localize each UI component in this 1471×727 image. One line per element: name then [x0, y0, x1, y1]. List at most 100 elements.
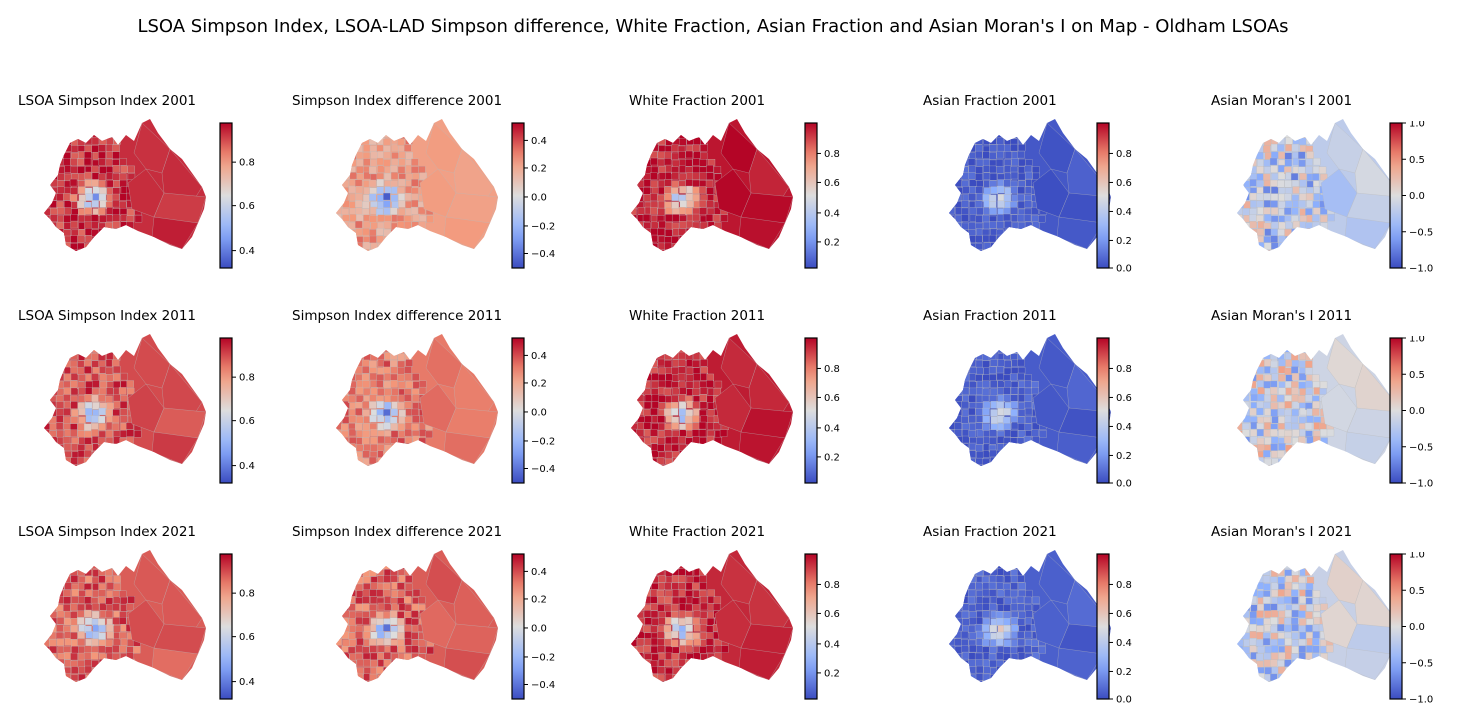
lsoa-cell — [1264, 610, 1272, 618]
lsoa-cell — [1003, 423, 1011, 431]
lsoa-cell — [1256, 575, 1264, 583]
lsoa-cell — [664, 236, 672, 244]
lsoa-cell — [1243, 150, 1251, 159]
lsoa-cell — [355, 583, 363, 592]
colorbar-tick-label: 0.6 — [239, 632, 255, 643]
colorbar-gradient — [804, 337, 818, 484]
lsoa-cell — [976, 616, 984, 625]
lsoa-cell — [1285, 359, 1293, 367]
lsoa-cell — [91, 465, 100, 466]
lsoa-cell — [390, 366, 398, 375]
lsoa-cell — [126, 221, 134, 230]
lsoa-cell — [1291, 451, 1300, 459]
lsoa-cell — [1243, 451, 1251, 460]
lsoa-cell — [1237, 359, 1243, 368]
lsoa-cell — [376, 346, 384, 354]
lsoa-cell — [631, 408, 637, 416]
lsoa-cell — [692, 338, 700, 346]
lsoa-cell — [962, 422, 970, 431]
lsoa-cell — [84, 215, 92, 223]
lsoa-cell — [411, 158, 419, 166]
lsoa-cell — [1278, 242, 1286, 250]
lsoa-cell — [651, 465, 659, 466]
lsoa-cell — [1298, 449, 1306, 458]
lsoa-cell — [368, 346, 377, 354]
lsoa-cell — [636, 359, 645, 367]
lsoa-cell — [44, 123, 52, 131]
lsoa-cell — [98, 144, 106, 152]
lsoa-cell — [1237, 380, 1244, 388]
lsoa-cell — [651, 124, 659, 132]
lsoa-cell — [949, 123, 955, 131]
lsoa-cell — [650, 666, 659, 674]
lsoa-cell — [1003, 159, 1012, 167]
lsoa-cell — [1243, 653, 1251, 661]
lsoa-cell — [356, 339, 364, 347]
lsoa-cell — [693, 352, 701, 360]
lsoa-cell — [112, 450, 120, 458]
lsoa-cell — [112, 214, 120, 222]
lsoa-cell — [1277, 464, 1285, 466]
lsoa-cell — [657, 674, 665, 682]
lsoa-cell — [126, 208, 135, 217]
lsoa-cell — [982, 380, 990, 388]
lsoa-cell — [631, 250, 637, 251]
colorbar-tick-label: 1.0 — [1409, 336, 1425, 345]
lsoa-cell — [63, 394, 71, 402]
colorbar-tick-label: 0.4 — [239, 461, 255, 472]
lsoa-cell — [671, 560, 679, 569]
lsoa-cell — [665, 590, 673, 598]
lsoa-cell — [1263, 166, 1272, 174]
lsoa-cell — [369, 401, 377, 409]
lsoa-cell — [384, 631, 392, 640]
lsoa-cell — [1284, 609, 1293, 618]
lsoa-cell — [363, 220, 371, 229]
lsoa-cell — [1305, 660, 1313, 668]
lsoa-cell — [671, 171, 679, 180]
lsoa-cell — [1313, 157, 1321, 166]
lsoa-cell — [658, 402, 666, 410]
lsoa-cell — [405, 667, 413, 675]
lsoa-cell — [1010, 143, 1018, 152]
lsoa-cell — [1237, 666, 1244, 674]
lsoa-cell — [996, 597, 1004, 606]
lsoa-cell — [1004, 575, 1012, 583]
lsoa-cell — [397, 554, 405, 562]
lsoa-cell — [56, 401, 64, 409]
lsoa-cell — [126, 603, 134, 611]
lsoa-cell — [1010, 130, 1018, 139]
lsoa-cell — [693, 381, 701, 389]
lsoa-cell — [1237, 402, 1244, 410]
lsoa-cell — [1284, 624, 1292, 633]
lsoa-cell — [97, 645, 106, 654]
lsoa-cell — [1327, 213, 1335, 222]
colorbar-tick-label: 0.4 — [824, 208, 840, 219]
lsoa-cell — [1284, 367, 1292, 376]
lsoa-cell — [1285, 236, 1293, 244]
lsoa-cell — [70, 611, 78, 619]
lsoa-cell — [410, 207, 419, 215]
lsoa-cell — [376, 680, 384, 682]
lsoa-cell — [657, 151, 665, 159]
lsoa-cell — [644, 159, 652, 167]
lsoa-cell — [1031, 429, 1039, 437]
lsoa-cell — [348, 451, 356, 460]
lsoa-cell — [92, 367, 101, 375]
lsoa-cell — [111, 359, 120, 367]
lsoa-cell — [370, 464, 378, 466]
lsoa-cell — [720, 122, 758, 174]
lsoa-cell — [631, 611, 637, 619]
lsoa-cell — [650, 130, 658, 138]
lsoa-cell — [643, 179, 652, 187]
lsoa-cell — [113, 561, 122, 570]
lsoa-cell — [1262, 596, 1271, 604]
lsoa-cell — [56, 624, 64, 632]
lsoa-cell — [1255, 249, 1264, 251]
lsoa-cell — [1256, 366, 1264, 374]
colorbar-tick-label: 0.4 — [531, 567, 547, 578]
lsoa-cell — [996, 165, 1004, 174]
lsoa-cell — [64, 165, 72, 173]
lsoa-cell — [636, 166, 645, 174]
lsoa-cell — [70, 387, 79, 396]
lsoa-cell — [349, 667, 357, 675]
